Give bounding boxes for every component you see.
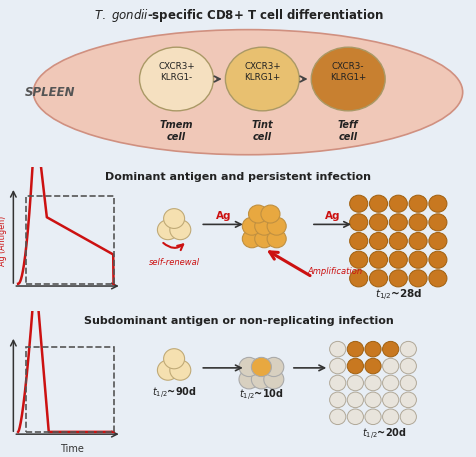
Circle shape — [347, 358, 363, 374]
Circle shape — [242, 217, 261, 235]
Circle shape — [254, 230, 273, 248]
Circle shape — [349, 270, 367, 287]
Circle shape — [408, 233, 426, 250]
Text: Ag: Ag — [215, 211, 230, 221]
Circle shape — [169, 220, 190, 239]
Circle shape — [347, 375, 363, 391]
Circle shape — [388, 214, 407, 231]
Circle shape — [428, 195, 446, 212]
Circle shape — [349, 214, 367, 231]
Circle shape — [388, 270, 407, 287]
Circle shape — [368, 214, 387, 231]
Circle shape — [388, 251, 407, 268]
Circle shape — [368, 233, 387, 250]
Circle shape — [267, 217, 286, 235]
Circle shape — [388, 233, 407, 250]
Text: Time: Time — [60, 444, 83, 454]
Circle shape — [399, 392, 416, 408]
Circle shape — [428, 214, 446, 231]
Circle shape — [382, 358, 398, 374]
Text: Amplification: Amplification — [307, 267, 362, 276]
Circle shape — [368, 251, 387, 268]
Circle shape — [329, 341, 345, 357]
Circle shape — [428, 251, 446, 268]
Text: SPLEEN: SPLEEN — [25, 85, 75, 99]
Text: $t_{1/2}$~90d: $t_{1/2}$~90d — [151, 385, 196, 401]
Circle shape — [399, 409, 416, 425]
Circle shape — [368, 195, 387, 212]
Circle shape — [251, 370, 271, 389]
Text: CXCR3-
KLRG1+: CXCR3- KLRG1+ — [329, 62, 366, 82]
Text: Ag (Antigen): Ag (Antigen) — [0, 216, 7, 266]
Circle shape — [157, 360, 178, 380]
Circle shape — [428, 270, 446, 287]
Circle shape — [260, 205, 279, 223]
Text: $t_{1/2}$~20d: $t_{1/2}$~20d — [361, 426, 406, 442]
Circle shape — [382, 341, 398, 357]
Text: Ag: Ag — [324, 211, 339, 221]
Circle shape — [329, 392, 345, 408]
Text: Tmem
cell: Tmem cell — [159, 120, 193, 142]
Ellipse shape — [310, 47, 385, 111]
Ellipse shape — [139, 47, 213, 111]
Circle shape — [238, 370, 258, 389]
Circle shape — [163, 349, 184, 369]
Circle shape — [329, 409, 345, 425]
Circle shape — [364, 392, 380, 408]
Circle shape — [388, 195, 407, 212]
Circle shape — [364, 358, 380, 374]
Circle shape — [408, 270, 426, 287]
Circle shape — [163, 209, 184, 228]
Circle shape — [368, 270, 387, 287]
Text: CXCR3+
KLRG1-: CXCR3+ KLRG1- — [158, 62, 194, 82]
Circle shape — [347, 409, 363, 425]
Circle shape — [251, 357, 271, 377]
Ellipse shape — [33, 30, 462, 155]
Circle shape — [349, 233, 367, 250]
Circle shape — [399, 375, 416, 391]
Text: Dominant antigen and persistent infection: Dominant antigen and persistent infectio… — [105, 172, 371, 182]
Circle shape — [329, 358, 345, 374]
Circle shape — [267, 230, 286, 248]
Circle shape — [329, 375, 345, 391]
Circle shape — [263, 370, 283, 389]
Circle shape — [428, 233, 446, 250]
Circle shape — [408, 214, 426, 231]
Text: Teff
cell: Teff cell — [337, 120, 357, 142]
Text: CXCR3+
KLRG1+: CXCR3+ KLRG1+ — [244, 62, 280, 82]
Bar — [26, 196, 114, 284]
Circle shape — [382, 392, 398, 408]
Circle shape — [349, 251, 367, 268]
Circle shape — [242, 230, 261, 248]
Circle shape — [254, 217, 273, 235]
Circle shape — [364, 341, 380, 357]
Circle shape — [169, 360, 190, 380]
Circle shape — [399, 341, 416, 357]
Ellipse shape — [225, 47, 299, 111]
Circle shape — [238, 357, 258, 377]
Circle shape — [248, 205, 267, 223]
Text: Subdominant antigen or non-replicating infection: Subdominant antigen or non-replicating i… — [83, 316, 393, 326]
Circle shape — [382, 409, 398, 425]
Circle shape — [382, 375, 398, 391]
Circle shape — [364, 375, 380, 391]
Circle shape — [347, 341, 363, 357]
Circle shape — [157, 220, 178, 239]
Circle shape — [347, 392, 363, 408]
Circle shape — [349, 195, 367, 212]
Text: Tint
cell: Tint cell — [251, 120, 273, 142]
Circle shape — [263, 357, 283, 377]
Text: $t_{1/2}$~28d: $t_{1/2}$~28d — [374, 287, 421, 303]
Circle shape — [408, 251, 426, 268]
Circle shape — [408, 195, 426, 212]
Text: self-renewal: self-renewal — [148, 258, 199, 267]
Circle shape — [399, 358, 416, 374]
Bar — [26, 347, 114, 432]
Text: $t_{1/2}$~10d: $t_{1/2}$~10d — [238, 388, 283, 403]
Circle shape — [364, 409, 380, 425]
Text: $\mathit{T.\ gondii}$-specific CD8+ T cell differentiation: $\mathit{T.\ gondii}$-specific CD8+ T ce… — [93, 6, 383, 24]
